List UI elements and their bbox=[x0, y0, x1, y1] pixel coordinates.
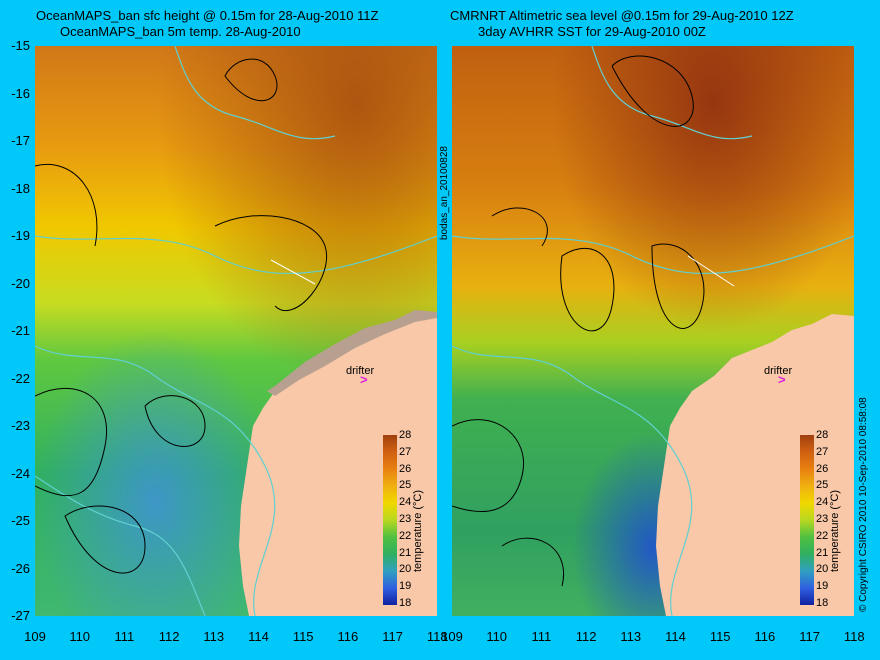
colorbar-tick-label: 26 bbox=[816, 462, 829, 475]
y-tick-label: -25 bbox=[11, 513, 30, 528]
y-tick-label: -17 bbox=[11, 133, 30, 148]
colorbar-tick-label: 28 bbox=[399, 429, 412, 441]
x-tick-label: 111 bbox=[531, 629, 552, 644]
x-tick-label: 117 bbox=[382, 629, 403, 644]
x-tick-label: 110 bbox=[69, 629, 91, 644]
x-tick-label: 118 bbox=[843, 629, 865, 644]
x-tick-label: 112 bbox=[158, 629, 180, 644]
right-drifter-label: drifter bbox=[764, 365, 793, 377]
colorbar-tick-label: 21 bbox=[816, 546, 829, 559]
colorbar-tick-label: 19 bbox=[816, 580, 829, 593]
x-tick-label: 109 bbox=[441, 629, 463, 644]
right-title-line1: CMRNRT Altimetric sea level @0.15m for 2… bbox=[450, 8, 794, 23]
right-drifter-marker: > bbox=[778, 372, 786, 387]
x-tick-label: 113 bbox=[203, 629, 225, 644]
right-map-panel bbox=[452, 46, 854, 616]
coast-shelf bbox=[267, 310, 437, 396]
x-tick-label: 113 bbox=[620, 629, 642, 644]
left-drifter-marker: > bbox=[360, 372, 368, 387]
y-tick-label: -27 bbox=[11, 608, 30, 623]
colorbar-tick-label: 28 bbox=[816, 429, 829, 441]
left-map-panel bbox=[35, 46, 437, 616]
colorbar-tick-label: 23 bbox=[399, 513, 412, 525]
colorbar-tick-label: 24 bbox=[816, 496, 829, 509]
y-tick-label: -16 bbox=[11, 85, 30, 101]
left-title-line2: OceanMAPS_ban 5m temp. 28-Aug-2010 bbox=[60, 24, 301, 39]
x-tick-label: 110 bbox=[486, 629, 508, 644]
colorbar-tick-label: 18 bbox=[816, 597, 829, 609]
y-tick-label: -20 bbox=[11, 275, 30, 291]
left-colorbar-title: temperature (°C) bbox=[412, 489, 424, 572]
colorbar-tick-label: 22 bbox=[399, 529, 412, 542]
x-tick-label: 114 bbox=[248, 629, 269, 644]
left-map bbox=[35, 46, 437, 616]
y-tick-label: -15 bbox=[11, 38, 30, 53]
colorbar-tick-label: 20 bbox=[816, 563, 829, 576]
y-tick-label: -21 bbox=[11, 323, 30, 338]
x-tick-label: 112 bbox=[575, 629, 597, 644]
colorbar-tick-label: 18 bbox=[399, 597, 412, 609]
colorbar-tick-label: 23 bbox=[816, 513, 829, 525]
right-title-line2: 3day AVHRR SST for 29-Aug-2010 00Z bbox=[478, 24, 706, 39]
x-tick-label: 109 bbox=[24, 629, 46, 644]
analysis-id-label: bodas_an_20100828 bbox=[439, 146, 450, 240]
y-tick-label: -24 bbox=[11, 465, 30, 481]
colorbar-tick-label: 20 bbox=[399, 563, 412, 576]
x-tick-label: 111 bbox=[114, 629, 135, 644]
colorbar-tick-label: 27 bbox=[399, 445, 412, 458]
colorbar-tick-label: 19 bbox=[399, 580, 412, 593]
colorbar-tick-label: 24 bbox=[399, 496, 412, 509]
x-tick-label: 118 bbox=[426, 629, 448, 644]
colorbar-tick-label: 27 bbox=[816, 445, 829, 458]
colorbar-tick-label: 25 bbox=[399, 479, 412, 492]
x-tick-label: 116 bbox=[754, 629, 776, 644]
left-title-line1: OceanMAPS_ban sfc height @ 0.15m for 28-… bbox=[36, 8, 379, 23]
y-tick-label: -19 bbox=[11, 228, 30, 243]
left-drifter-label: drifter bbox=[346, 365, 375, 377]
y-tick-label: -23 bbox=[11, 418, 30, 433]
y-tick-label: -26 bbox=[11, 560, 30, 576]
x-tick-label: 115 bbox=[709, 629, 731, 644]
right-map bbox=[452, 46, 854, 616]
y-tick-label: -18 bbox=[11, 180, 30, 196]
right-colorbar-title: temperature (°C) bbox=[829, 489, 841, 572]
right-colorbar bbox=[800, 435, 814, 605]
x-tick-label: 116 bbox=[337, 629, 359, 644]
copyright-label: © Copyright CSIRO 2010 10-Sep-2010 08:58… bbox=[858, 397, 869, 612]
x-tick-label: 115 bbox=[292, 629, 314, 644]
y-tick-label: -22 bbox=[11, 370, 30, 386]
x-tick-label: 114 bbox=[665, 629, 686, 644]
colorbar-tick-label: 21 bbox=[399, 546, 412, 559]
colorbar-tick-label: 25 bbox=[816, 479, 829, 492]
x-tick-label: 117 bbox=[799, 629, 820, 644]
colorbar-tick-label: 26 bbox=[399, 462, 412, 475]
colorbar-tick-label: 22 bbox=[816, 529, 829, 542]
left-colorbar bbox=[383, 435, 397, 605]
